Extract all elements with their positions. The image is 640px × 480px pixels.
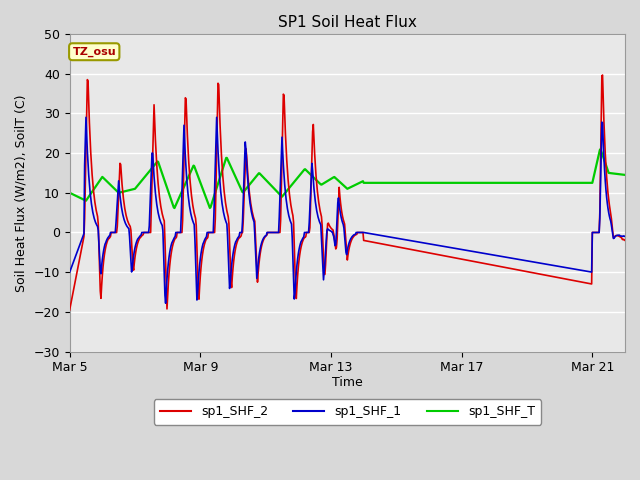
sp1_SHF_1	[82, 114, 90, 120]
sp1_SHF_T	[198, 185, 206, 191]
sp1_SHF_1	[308, 160, 316, 166]
sp1_SHF_2	[598, 72, 606, 78]
sp1_SHF_1	[156, 216, 163, 221]
sp1_SHF_T	[155, 161, 163, 167]
sp1_SHF_T	[171, 205, 179, 211]
sp1_SHF_1	[291, 296, 298, 302]
sp1_SHF_T	[241, 187, 249, 192]
sp1_SHF_T	[290, 180, 298, 186]
sp1_SHF_1	[621, 234, 629, 240]
Line: sp1_SHF_2: sp1_SHF_2	[70, 75, 625, 310]
Legend: sp1_SHF_2, sp1_SHF_1, sp1_SHF_T: sp1_SHF_2, sp1_SHF_1, sp1_SHF_T	[154, 399, 541, 425]
X-axis label: Time: Time	[332, 376, 363, 389]
sp1_SHF_T	[307, 172, 315, 178]
Text: TZ_osu: TZ_osu	[72, 47, 116, 57]
sp1_SHF_1	[492, 252, 500, 258]
sp1_SHF_T	[66, 190, 74, 196]
sp1_SHF_2	[241, 182, 248, 188]
Line: sp1_SHF_1: sp1_SHF_1	[70, 117, 625, 303]
sp1_SHF_T	[491, 180, 499, 186]
sp1_SHF_T	[596, 146, 604, 152]
sp1_SHF_2	[490, 263, 498, 268]
sp1_SHF_1	[162, 300, 170, 306]
sp1_SHF_2	[155, 188, 163, 194]
sp1_SHF_T	[621, 172, 629, 178]
Line: sp1_SHF_T: sp1_SHF_T	[70, 149, 625, 208]
sp1_SHF_2	[621, 238, 629, 243]
sp1_SHF_2	[307, 201, 314, 206]
sp1_SHF_1	[242, 146, 250, 152]
sp1_SHF_2	[66, 307, 74, 313]
sp1_SHF_2	[198, 258, 205, 264]
Title: SP1 Soil Heat Flux: SP1 Soil Heat Flux	[278, 15, 417, 30]
sp1_SHF_2	[289, 213, 297, 218]
sp1_SHF_1	[66, 269, 74, 275]
Y-axis label: Soil Heat Flux (W/m2), SoilT (C): Soil Heat Flux (W/m2), SoilT (C)	[15, 94, 28, 291]
sp1_SHF_1	[199, 241, 207, 247]
